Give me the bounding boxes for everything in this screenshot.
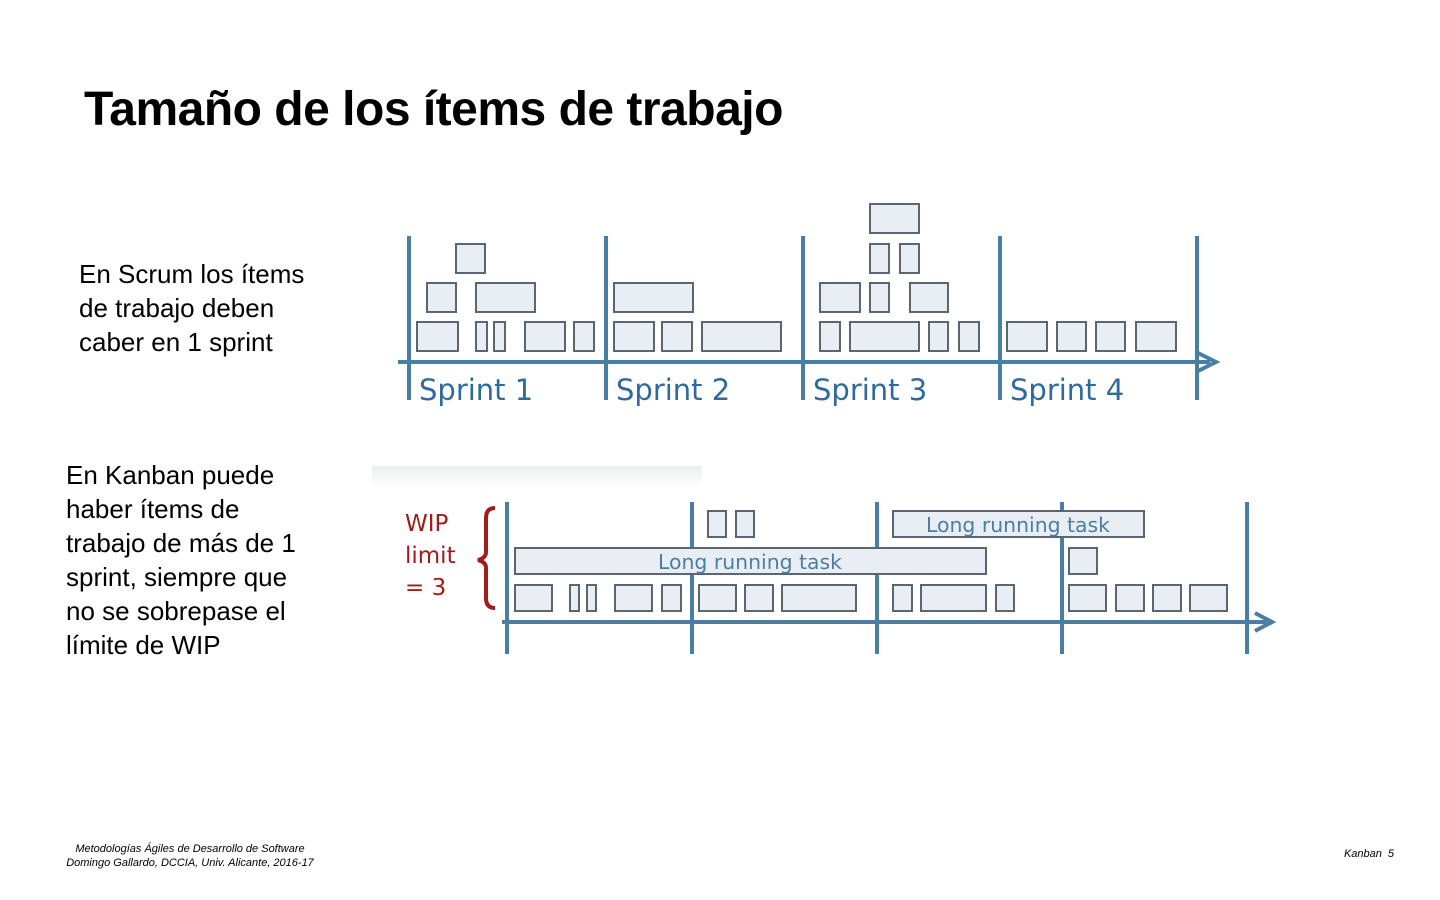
work-item <box>958 321 980 352</box>
scrum-line: caber en 1 sprint <box>79 327 273 357</box>
work-item <box>698 584 737 612</box>
kanban-line: En Kanban puede <box>66 460 275 490</box>
slide-title: Tamaño de los ítems de trabajo <box>84 83 783 136</box>
work-item <box>701 321 782 352</box>
work-item <box>995 584 1015 612</box>
kanban-line: trabajo de más de 1 <box>66 528 296 558</box>
work-item <box>614 584 653 612</box>
work-item <box>869 203 920 234</box>
wip-brace <box>477 506 496 610</box>
work-item <box>1189 584 1228 612</box>
scrum-description: En Scrum los ítems de trabajo deben cabe… <box>79 257 369 359</box>
work-item <box>1006 321 1048 352</box>
work-item <box>661 584 682 612</box>
kanban-description: En Kanban puede haber ítems de trabajo d… <box>66 458 366 662</box>
work-item <box>1095 321 1126 352</box>
work-item <box>781 584 857 612</box>
footer-section: Kanban <box>1343 848 1382 860</box>
kanban-line: haber ítems de <box>66 494 240 524</box>
footer-author: Domingo Gallardo, DCCIA, Univ. Alicante,… <box>66 857 314 869</box>
work-item <box>514 584 553 612</box>
work-item <box>735 510 755 538</box>
work-item <box>1115 584 1145 612</box>
work-item <box>613 282 694 313</box>
sprint-label: Sprint 1 <box>419 373 533 407</box>
work-item <box>661 321 693 352</box>
work-item <box>426 282 457 313</box>
work-item <box>892 584 913 612</box>
work-item <box>819 282 861 313</box>
sprint-label: Sprint 4 <box>1010 373 1124 407</box>
work-item <box>475 282 536 313</box>
scrum-sprint-diagram: Sprint 1 Sprint 2 Sprint 3 Sprint 4 <box>398 203 1221 407</box>
work-item <box>416 321 459 352</box>
sprint-label: Sprint 2 <box>616 373 730 407</box>
wip-label-line: = 3 <box>405 575 446 601</box>
kanban-line: sprint, siempre que <box>66 562 288 592</box>
scrum-work-items <box>416 203 1177 352</box>
kanban-line: límite de WIP <box>66 630 221 660</box>
wip-label-line: WIP <box>405 511 449 537</box>
work-item <box>1152 584 1182 612</box>
work-item <box>493 321 506 352</box>
work-item <box>613 321 655 352</box>
long-task-label: Long running task <box>926 513 1110 537</box>
work-item <box>909 282 949 313</box>
work-item <box>920 584 987 612</box>
work-item <box>869 243 890 274</box>
wip-label-line: limit <box>405 543 456 569</box>
work-item <box>455 243 486 274</box>
footer-page-info: Kanban 5 <box>1344 848 1394 860</box>
work-item <box>573 321 595 352</box>
work-item <box>1068 547 1098 575</box>
long-task-label: Long running task <box>658 550 842 574</box>
work-item <box>1135 321 1177 352</box>
work-item <box>524 321 566 352</box>
scrum-axis-arrowhead <box>1197 351 1221 373</box>
work-item <box>928 321 949 352</box>
work-item <box>586 584 597 612</box>
work-item <box>1056 321 1087 352</box>
kanban-wip-diagram: WIP limit = 3 Long running task Long run… <box>372 466 1277 654</box>
work-item <box>744 584 774 612</box>
long-running-task <box>892 510 1145 538</box>
work-item <box>707 510 727 538</box>
work-item <box>899 243 920 274</box>
work-item <box>849 321 920 352</box>
footer-course: Metodologías Ágiles de Desarrollo de Sof… <box>75 843 305 855</box>
image-shadow <box>372 466 702 496</box>
work-item <box>569 584 580 612</box>
scrum-line: En Scrum los ítems <box>79 259 305 289</box>
kanban-axis-arrowhead <box>1254 611 1277 633</box>
work-item <box>1068 584 1107 612</box>
work-item <box>819 321 841 352</box>
page-number: 5 <box>1387 848 1394 860</box>
kanban-line: no se sobrepase el <box>66 596 286 626</box>
long-running-task <box>514 547 987 575</box>
sprint-label: Sprint 3 <box>813 373 927 407</box>
scrum-line: de trabajo deben <box>79 293 275 323</box>
footer-credits: Metodologías Ágiles de Desarrollo de Sof… <box>40 842 340 870</box>
work-item <box>869 282 890 313</box>
work-item <box>475 321 488 352</box>
kanban-work-items <box>514 510 1228 612</box>
